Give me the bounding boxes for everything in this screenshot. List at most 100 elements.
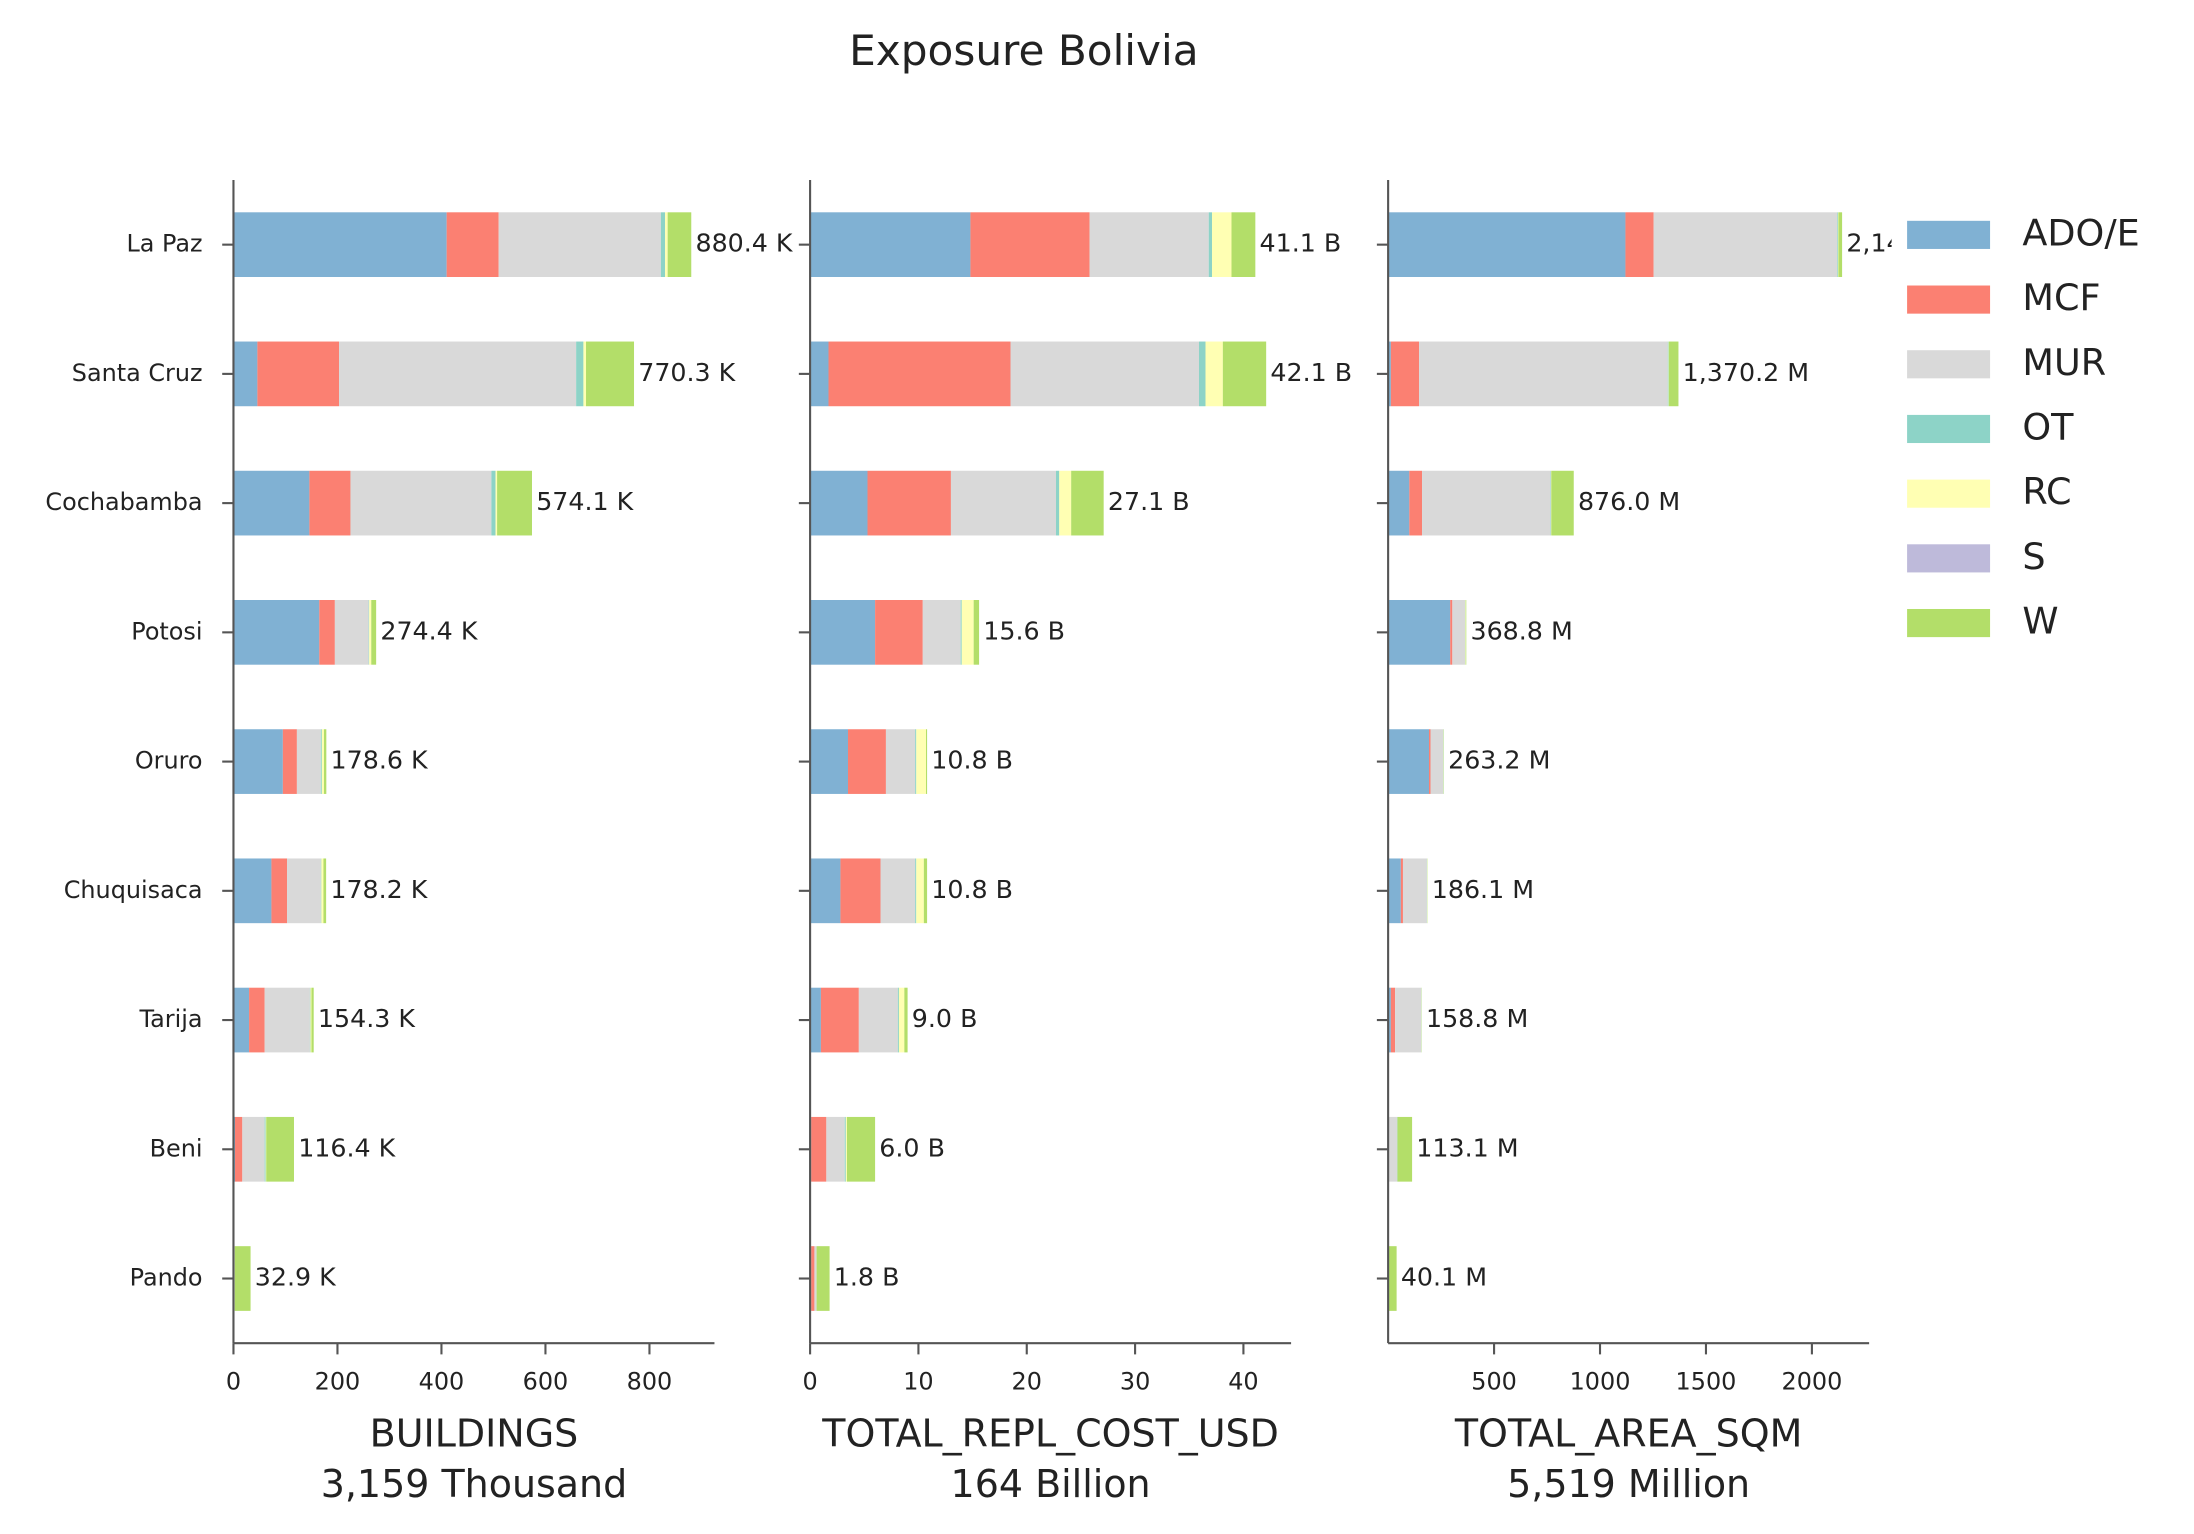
- bar-segment: [810, 858, 841, 924]
- bar-segment: [1429, 729, 1431, 794]
- bar-segment: [235, 1116, 243, 1182]
- bar-segment: [1402, 858, 1427, 924]
- y-tick-label: Potosi: [131, 617, 202, 645]
- bar-segment: [321, 858, 324, 924]
- legend-swatch: [1907, 350, 1991, 379]
- bar-segment: [1668, 341, 1679, 407]
- bar-segment: [846, 1116, 876, 1182]
- bar-segment: [310, 987, 312, 1053]
- bar-segment: [491, 470, 496, 536]
- y-tick-label: Tarija: [139, 1005, 203, 1033]
- bar-segment: [339, 341, 577, 407]
- bar-segment: [848, 729, 886, 794]
- bar-segment: [234, 1246, 251, 1311]
- bar-segment: [265, 1116, 267, 1182]
- bar-segment: [810, 987, 821, 1053]
- bar-segment: [1422, 470, 1551, 536]
- bar-segment: [369, 600, 372, 665]
- bar-segment: [897, 987, 899, 1053]
- value-label: 9.0 B: [912, 1004, 978, 1033]
- legend-swatch: [1907, 285, 1991, 314]
- x-tick-label: 200: [315, 1368, 361, 1396]
- value-label: 263.2 M: [1448, 746, 1550, 775]
- bar-segment: [242, 1116, 265, 1182]
- bar-segment: [1231, 212, 1256, 277]
- value-label: 154.3 K: [318, 1004, 416, 1033]
- bar-segment: [810, 341, 829, 407]
- bar-segment: [1430, 729, 1444, 794]
- bar-segment: [1388, 729, 1430, 794]
- y-tick-label: Beni: [150, 1134, 203, 1162]
- value-label: 274.4 K: [380, 616, 478, 645]
- value-label: 42.1 B: [1270, 358, 1352, 387]
- legend-label: MUR: [2022, 341, 2106, 384]
- value-label: 32.9 K: [255, 1263, 337, 1292]
- bar-segment: [233, 341, 258, 407]
- bar-segment: [810, 212, 971, 277]
- bar-segment: [1388, 600, 1451, 665]
- bar-segment: [1409, 470, 1423, 536]
- legend-swatch: [1907, 479, 1991, 508]
- bar-segment: [320, 729, 322, 794]
- value-label: 574.1 K: [536, 487, 634, 516]
- legend-swatch: [1907, 608, 1991, 638]
- x-tick-label: 10: [903, 1368, 933, 1396]
- bar-segment: [1653, 212, 1838, 277]
- value-label: 368.8 M: [1470, 616, 1572, 645]
- value-label: 186.1 M: [1432, 875, 1534, 904]
- bar-segment: [820, 987, 859, 1053]
- value-label: 1.8 B: [834, 1263, 900, 1292]
- bar-segment: [950, 470, 1057, 536]
- x-tick-label: 1000: [1570, 1368, 1631, 1396]
- bar-segment: [961, 600, 974, 665]
- bar-segment: [810, 600, 876, 665]
- bar-segment: [1222, 341, 1267, 407]
- bar-segment: [810, 729, 849, 794]
- value-label: 770.3 K: [638, 358, 736, 387]
- value-label: 6.0 B: [879, 1133, 945, 1162]
- bar-segment: [323, 858, 327, 924]
- bar-segment: [1388, 858, 1401, 924]
- x-axis-sublabel: 5,519 Million: [1507, 1462, 1750, 1506]
- bar-segment: [320, 858, 322, 924]
- x-tick-label: 1500: [1676, 1368, 1737, 1396]
- bar-segment: [973, 600, 980, 665]
- value-label: 1,370.2 M: [1683, 358, 1809, 387]
- value-label: 10.8 B: [931, 875, 1013, 904]
- x-tick-label: 40: [1228, 1368, 1258, 1396]
- bar-segment: [576, 341, 584, 407]
- bar-segment: [1395, 987, 1422, 1053]
- bar-segment: [1667, 341, 1669, 407]
- bar-segment: [1059, 470, 1072, 536]
- value-label: 40.1 M: [1401, 1263, 1487, 1292]
- bar-segment: [257, 341, 340, 407]
- bar-segment: [233, 212, 447, 277]
- bar-segment: [875, 600, 923, 665]
- bar-segment: [660, 212, 666, 277]
- value-label: 158.8 M: [1426, 1004, 1528, 1033]
- value-label: 880.4 K: [695, 229, 793, 258]
- bar-segment: [1071, 470, 1104, 536]
- y-tick-label: Oruro: [135, 747, 203, 775]
- x-tick-label: 600: [523, 1368, 569, 1396]
- bar-segment: [334, 600, 369, 665]
- value-label: 41.1 B: [1260, 229, 1342, 258]
- y-tick-label: Pando: [130, 1264, 203, 1292]
- legend-swatch: [1907, 414, 1991, 444]
- bar-segment: [923, 858, 928, 924]
- bar-segment: [1837, 212, 1838, 277]
- bar-segment: [282, 729, 297, 794]
- bar-segment: [1388, 1116, 1398, 1182]
- bar-segment: [498, 212, 661, 277]
- legend-label: S: [2022, 535, 2045, 578]
- bar-segment: [816, 1246, 830, 1311]
- bar-segment: [1388, 212, 1626, 277]
- bar-segment: [296, 729, 321, 794]
- bar-segment: [1419, 341, 1668, 407]
- x-tick-label: 800: [627, 1368, 673, 1396]
- bar-segment: [970, 212, 1090, 277]
- bar-segment: [1056, 470, 1060, 536]
- bar-segment: [1388, 1246, 1397, 1311]
